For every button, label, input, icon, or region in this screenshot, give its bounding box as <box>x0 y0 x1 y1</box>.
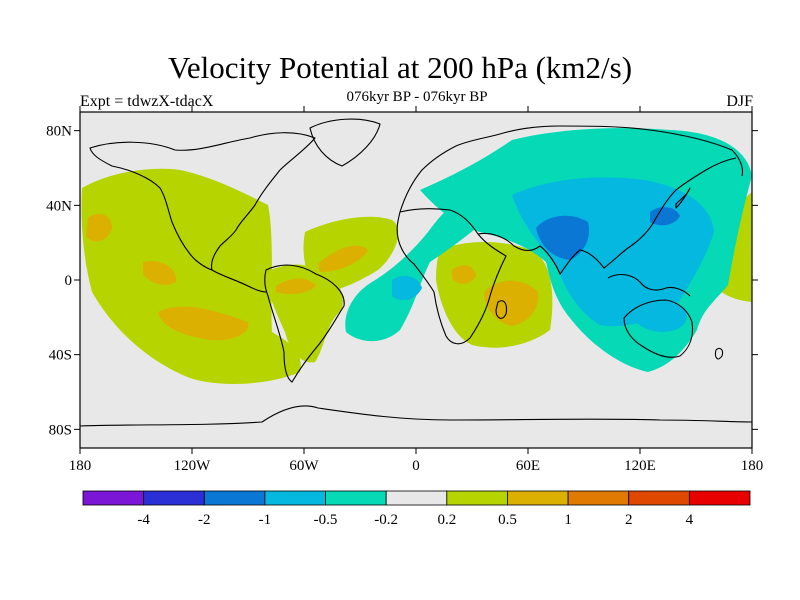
contour-negative-strongest-japan <box>650 207 680 226</box>
lat-tick-label: 40S <box>49 348 72 364</box>
coastline-maritime-continent <box>607 273 691 297</box>
contour-positive-strong-africa-1 <box>452 265 476 284</box>
colorbar: -4 -2 -1 -0.5 -0.2 0.2 0.5 1 2 4 <box>82 490 751 528</box>
coastline-australia <box>623 299 694 358</box>
colorbar-swatch <box>446 490 508 506</box>
colorbar-swatch <box>264 490 326 506</box>
colorbar-label: 0.2 <box>437 512 456 528</box>
colorbar-swatch <box>628 490 690 506</box>
contour-negative-strongest-india <box>536 215 590 260</box>
lon-tick-label: 180 <box>69 458 92 474</box>
contour-positive-strong-pacific-3 <box>158 306 249 341</box>
lat-tick-label: 80S <box>49 422 72 438</box>
lon-tick-label: 0 <box>412 458 420 474</box>
longitude-axis: 180 120W 60W 0 60E 120E 180 <box>69 106 764 474</box>
coastline-greenland <box>309 118 381 167</box>
lon-tick-label: 120W <box>174 458 212 474</box>
coastline-arabia-india <box>477 232 629 275</box>
contour-negative-atlantic <box>345 209 480 342</box>
lon-tick-label: 60E <box>516 458 540 474</box>
coastline-east-asia <box>627 157 737 249</box>
colorbar-swatch <box>203 490 266 506</box>
colorbar-label: 4 <box>686 512 694 528</box>
page-subtitle: 076kyr BP - 076kyr BP <box>346 89 488 105</box>
lon-tick-label: 60W <box>289 458 319 474</box>
lat-tick-label: 80N <box>46 124 72 140</box>
contour-positive-strong-africa-2 <box>484 280 539 326</box>
colorbar-label: 1 <box>564 512 572 528</box>
lat-tick-label: 0 <box>65 273 73 289</box>
colorbar-swatch <box>385 490 448 506</box>
contour-positive-strong-pacific-2 <box>143 260 177 285</box>
contour-positive-strong-atlantic-2 <box>318 245 368 272</box>
colorbar-label: -2 <box>198 512 211 528</box>
latitude-axis: 80N 40N 0 40S 80S <box>46 124 758 438</box>
coastline-japan <box>675 187 691 209</box>
coastline-europe <box>399 125 744 213</box>
colorbar-swatch <box>82 490 145 506</box>
coastline-north-america <box>89 132 316 271</box>
lon-tick-label: 180 <box>741 458 764 474</box>
coastline-antarctica <box>80 405 752 427</box>
colorbar-label: 0.5 <box>498 512 517 528</box>
coastline-africa <box>396 208 507 345</box>
lat-tick-label: 40N <box>46 198 72 214</box>
season-label: DJF <box>726 93 753 110</box>
coastline-south-america <box>264 264 345 383</box>
coastline-central-america <box>211 269 267 293</box>
colorbar-swatch <box>325 490 387 506</box>
contour-positive-strong-pacific-1 <box>86 213 112 242</box>
colorbar-swatch <box>567 490 630 506</box>
contour-negative-strong-australia <box>630 299 687 332</box>
coastlines <box>80 118 752 427</box>
coastline-new-zealand <box>714 347 724 360</box>
experiment-label: Expt = tdwzX-tdacX <box>80 93 214 110</box>
colorbar-label: -4 <box>137 512 150 528</box>
colorbar-label: 2 <box>625 512 633 528</box>
colorbar-label: -0.5 <box>314 512 338 528</box>
colorbar-swatch <box>507 490 569 506</box>
colorbar-label: -0.2 <box>374 512 398 528</box>
page-title: Velocity Potential at 200 hPa (km2/s) <box>167 50 633 85</box>
colorbar-swatch <box>143 490 205 506</box>
colorbar-swatch <box>688 490 751 506</box>
contour-negative-strong-atlantic <box>392 275 422 301</box>
colorbar-label: -1 <box>259 512 272 528</box>
lon-tick-label: 120E <box>624 458 656 474</box>
coastline-madagascar <box>495 300 508 319</box>
contour-positive-strong-atlantic-1 <box>276 278 316 294</box>
